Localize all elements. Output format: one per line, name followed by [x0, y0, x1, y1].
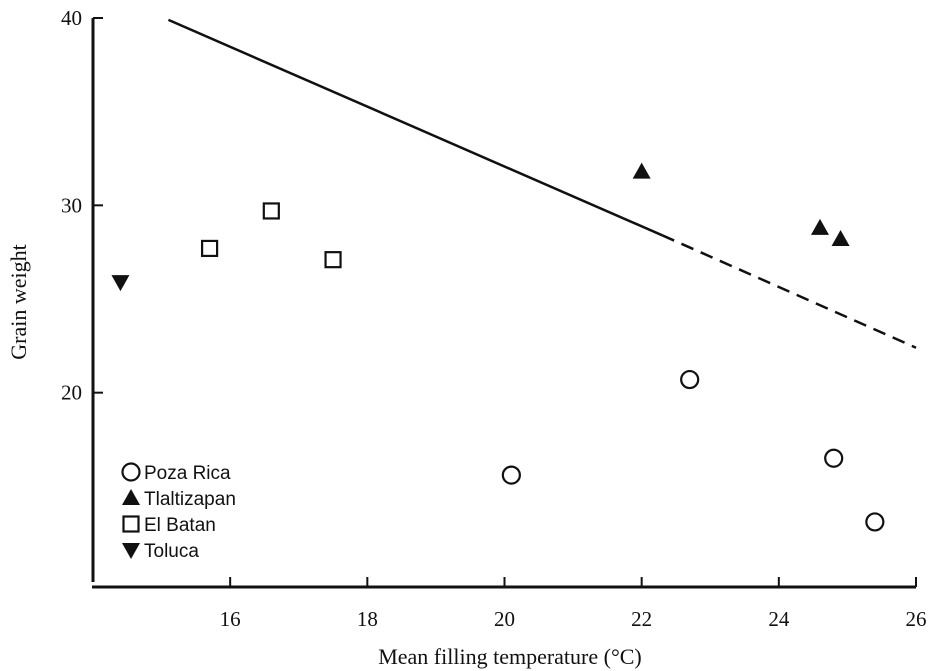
legend-marker [122, 489, 140, 505]
reference-line-solid [167, 18, 663, 237]
x-tick-label: 18 [357, 607, 378, 631]
y-tick-label: 40 [61, 6, 82, 30]
data-point [810, 218, 829, 235]
x-tick-label: 26 [906, 607, 927, 631]
legend-label: El Batan [144, 515, 216, 536]
data-point [501, 465, 521, 485]
reference-line-dashed [661, 234, 917, 349]
data-point [680, 369, 700, 390]
y-axis-label: Grain weight [6, 244, 31, 359]
legend-marker [122, 515, 140, 533]
x-tick-label: 20 [494, 607, 515, 631]
legend-label: Toluca [144, 541, 199, 562]
data-point [824, 448, 844, 468]
data-point [632, 162, 651, 179]
data-point [831, 230, 850, 247]
data-point [262, 202, 280, 220]
data-point [324, 251, 342, 269]
y-tick-label: 20 [61, 381, 82, 405]
x-tick-label: 16 [220, 607, 241, 631]
legend-marker [121, 462, 141, 482]
legend-marker [122, 543, 140, 559]
x-axis-label: Mean filling temperature (°C) [378, 644, 642, 669]
data-point [200, 239, 219, 258]
y-tick-label: 30 [61, 193, 82, 217]
legend-label: Poza Rica [144, 463, 231, 484]
data-points [111, 162, 885, 532]
data-point [111, 275, 130, 292]
axes: 16 18 20 22 24 26 20 30 40 [61, 6, 927, 631]
reference-line [167, 18, 917, 349]
legend: Poza Rica Tlaltizapan El Batan Toluca [121, 462, 236, 562]
data-point [865, 512, 885, 532]
x-tick-label: 24 [768, 607, 790, 631]
legend-label: Tlaltizapan [144, 489, 236, 510]
x-tick-label: 22 [631, 607, 652, 631]
